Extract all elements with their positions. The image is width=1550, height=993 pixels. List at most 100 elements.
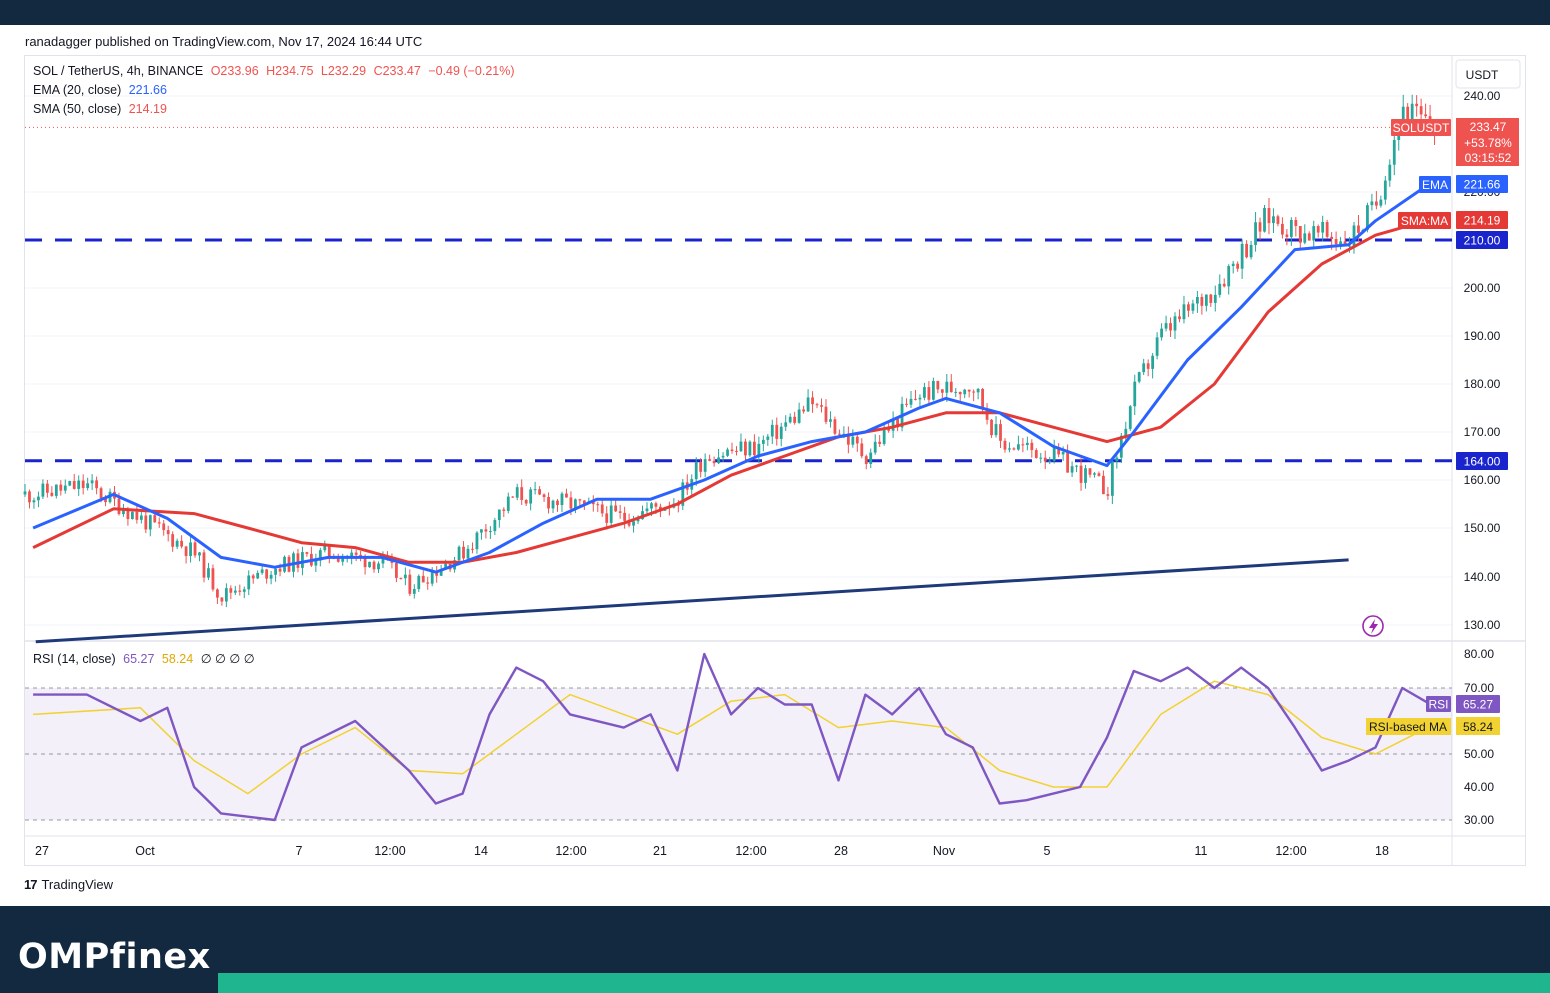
time-tick-label: 28 — [834, 844, 848, 858]
candle-body — [569, 497, 573, 509]
candle-body — [265, 569, 269, 579]
tradingview-mark-icon: 17 — [24, 877, 38, 892]
legend-sma-value: 214.19 — [128, 102, 167, 116]
candle-body — [184, 546, 188, 557]
candle-body — [153, 515, 157, 523]
candle-body — [1209, 294, 1213, 303]
candle-body — [278, 568, 282, 572]
candle-body — [967, 389, 971, 392]
candle-body — [336, 558, 340, 562]
candle-body — [377, 563, 380, 570]
candle-body — [923, 387, 926, 398]
tag-rsi: 65.27 — [1463, 698, 1493, 712]
candle-body — [50, 492, 54, 496]
candle-body — [994, 424, 998, 436]
candles — [23, 94, 1436, 608]
legend-row-rsi: RSI (14, close) 65.27 58.24 ∅ ∅ ∅ ∅ — [33, 651, 255, 666]
candle-body — [1294, 220, 1298, 227]
legend-row-symbol: SOL / TetherUS, 4h, BINANCE O233.96 H234… — [33, 64, 515, 78]
candle-body — [600, 504, 604, 514]
tradingview-name: TradingView — [41, 877, 114, 892]
candle-body — [761, 439, 765, 444]
candle-body — [703, 459, 707, 472]
candle-body — [256, 572, 260, 579]
time-tick-label: 12:00 — [735, 844, 766, 858]
candle-body — [958, 391, 962, 395]
candle-body — [770, 424, 774, 437]
ema20-line — [32, 182, 1431, 574]
candle-body — [793, 416, 797, 423]
candle-body — [1164, 323, 1168, 329]
candle-body — [1052, 447, 1056, 461]
price-tick-label: 150.00 — [1464, 521, 1501, 535]
candle-body — [372, 561, 376, 570]
candle-body — [233, 590, 237, 593]
candle-body — [430, 571, 434, 584]
candle-body — [1312, 226, 1316, 241]
candle-body — [189, 542, 192, 557]
candle-body — [1401, 106, 1405, 124]
legend-row-ema: EMA (20, close) 221.66 — [33, 83, 167, 97]
rsi-tick-label: 70.00 — [1464, 681, 1494, 695]
candle-body — [1254, 222, 1257, 245]
candle-body — [296, 553, 300, 568]
tag-ema-name-bg — [1419, 176, 1451, 193]
candle-body — [744, 441, 747, 456]
candle-body — [305, 552, 309, 554]
candle-body — [1155, 337, 1159, 356]
candle-body — [851, 436, 855, 445]
candle-body — [896, 418, 899, 428]
candle-body — [972, 391, 976, 393]
candle-body — [887, 428, 891, 431]
tag-level-164: 164.00 — [1464, 455, 1501, 469]
candle-body — [148, 515, 152, 530]
candle-body — [395, 562, 398, 578]
time-tick-label: Nov — [933, 844, 956, 858]
legend-low: L232.29 — [320, 64, 367, 78]
rsi-tick-label: 50.00 — [1464, 747, 1494, 761]
candle-body — [811, 397, 814, 405]
candle-body — [882, 428, 886, 444]
candle-body — [860, 443, 864, 457]
currency-label: USDT — [1466, 68, 1499, 82]
time-tick-label: 21 — [653, 844, 667, 858]
legend-sma-label: SMA (50, close) — [33, 102, 122, 116]
rsi-line — [33, 652, 1430, 822]
legend-rsi-label: RSI (14, close) — [33, 652, 116, 666]
candle-body — [936, 381, 940, 390]
candle-body — [1110, 461, 1114, 496]
rsi-band — [25, 687, 1452, 821]
candle-body — [1258, 222, 1262, 232]
candle-body — [949, 381, 953, 393]
candle-body — [1357, 225, 1360, 233]
candle-body — [614, 505, 618, 512]
candle-body — [444, 563, 448, 570]
candle-body — [354, 552, 358, 555]
candle-body — [1048, 460, 1052, 462]
candle-body — [578, 499, 582, 501]
tag-rsi-name: RSI — [1428, 698, 1448, 712]
candle-body — [28, 491, 31, 503]
candle-body — [650, 503, 653, 509]
candle-body — [1003, 440, 1007, 450]
lightning-icon[interactable] — [1362, 615, 1384, 637]
candle-body — [381, 555, 385, 564]
candle-body — [1281, 223, 1284, 235]
tag-ema: 221.66 — [1464, 178, 1501, 192]
candle-body — [242, 589, 246, 592]
candle-body — [408, 574, 412, 594]
price-tags: SOLUSDT 233.47 +53.78%03:15:52 EMA 221.66 SMA… — [1362, 118, 1519, 735]
tag-level-210-bg — [1456, 231, 1508, 249]
candle-body — [1093, 473, 1096, 475]
candle-body — [439, 569, 443, 576]
candle-body — [940, 389, 944, 393]
candle-body — [104, 498, 107, 503]
candle-body — [694, 462, 698, 480]
candle-body — [475, 532, 479, 550]
candle-body — [618, 511, 622, 513]
candle-body — [1146, 363, 1150, 369]
tradingview-logo[interactable]: 17 TradingView — [24, 877, 113, 892]
candle-body — [1034, 450, 1038, 458]
brand-logo: OMPfinex — [18, 937, 211, 977]
